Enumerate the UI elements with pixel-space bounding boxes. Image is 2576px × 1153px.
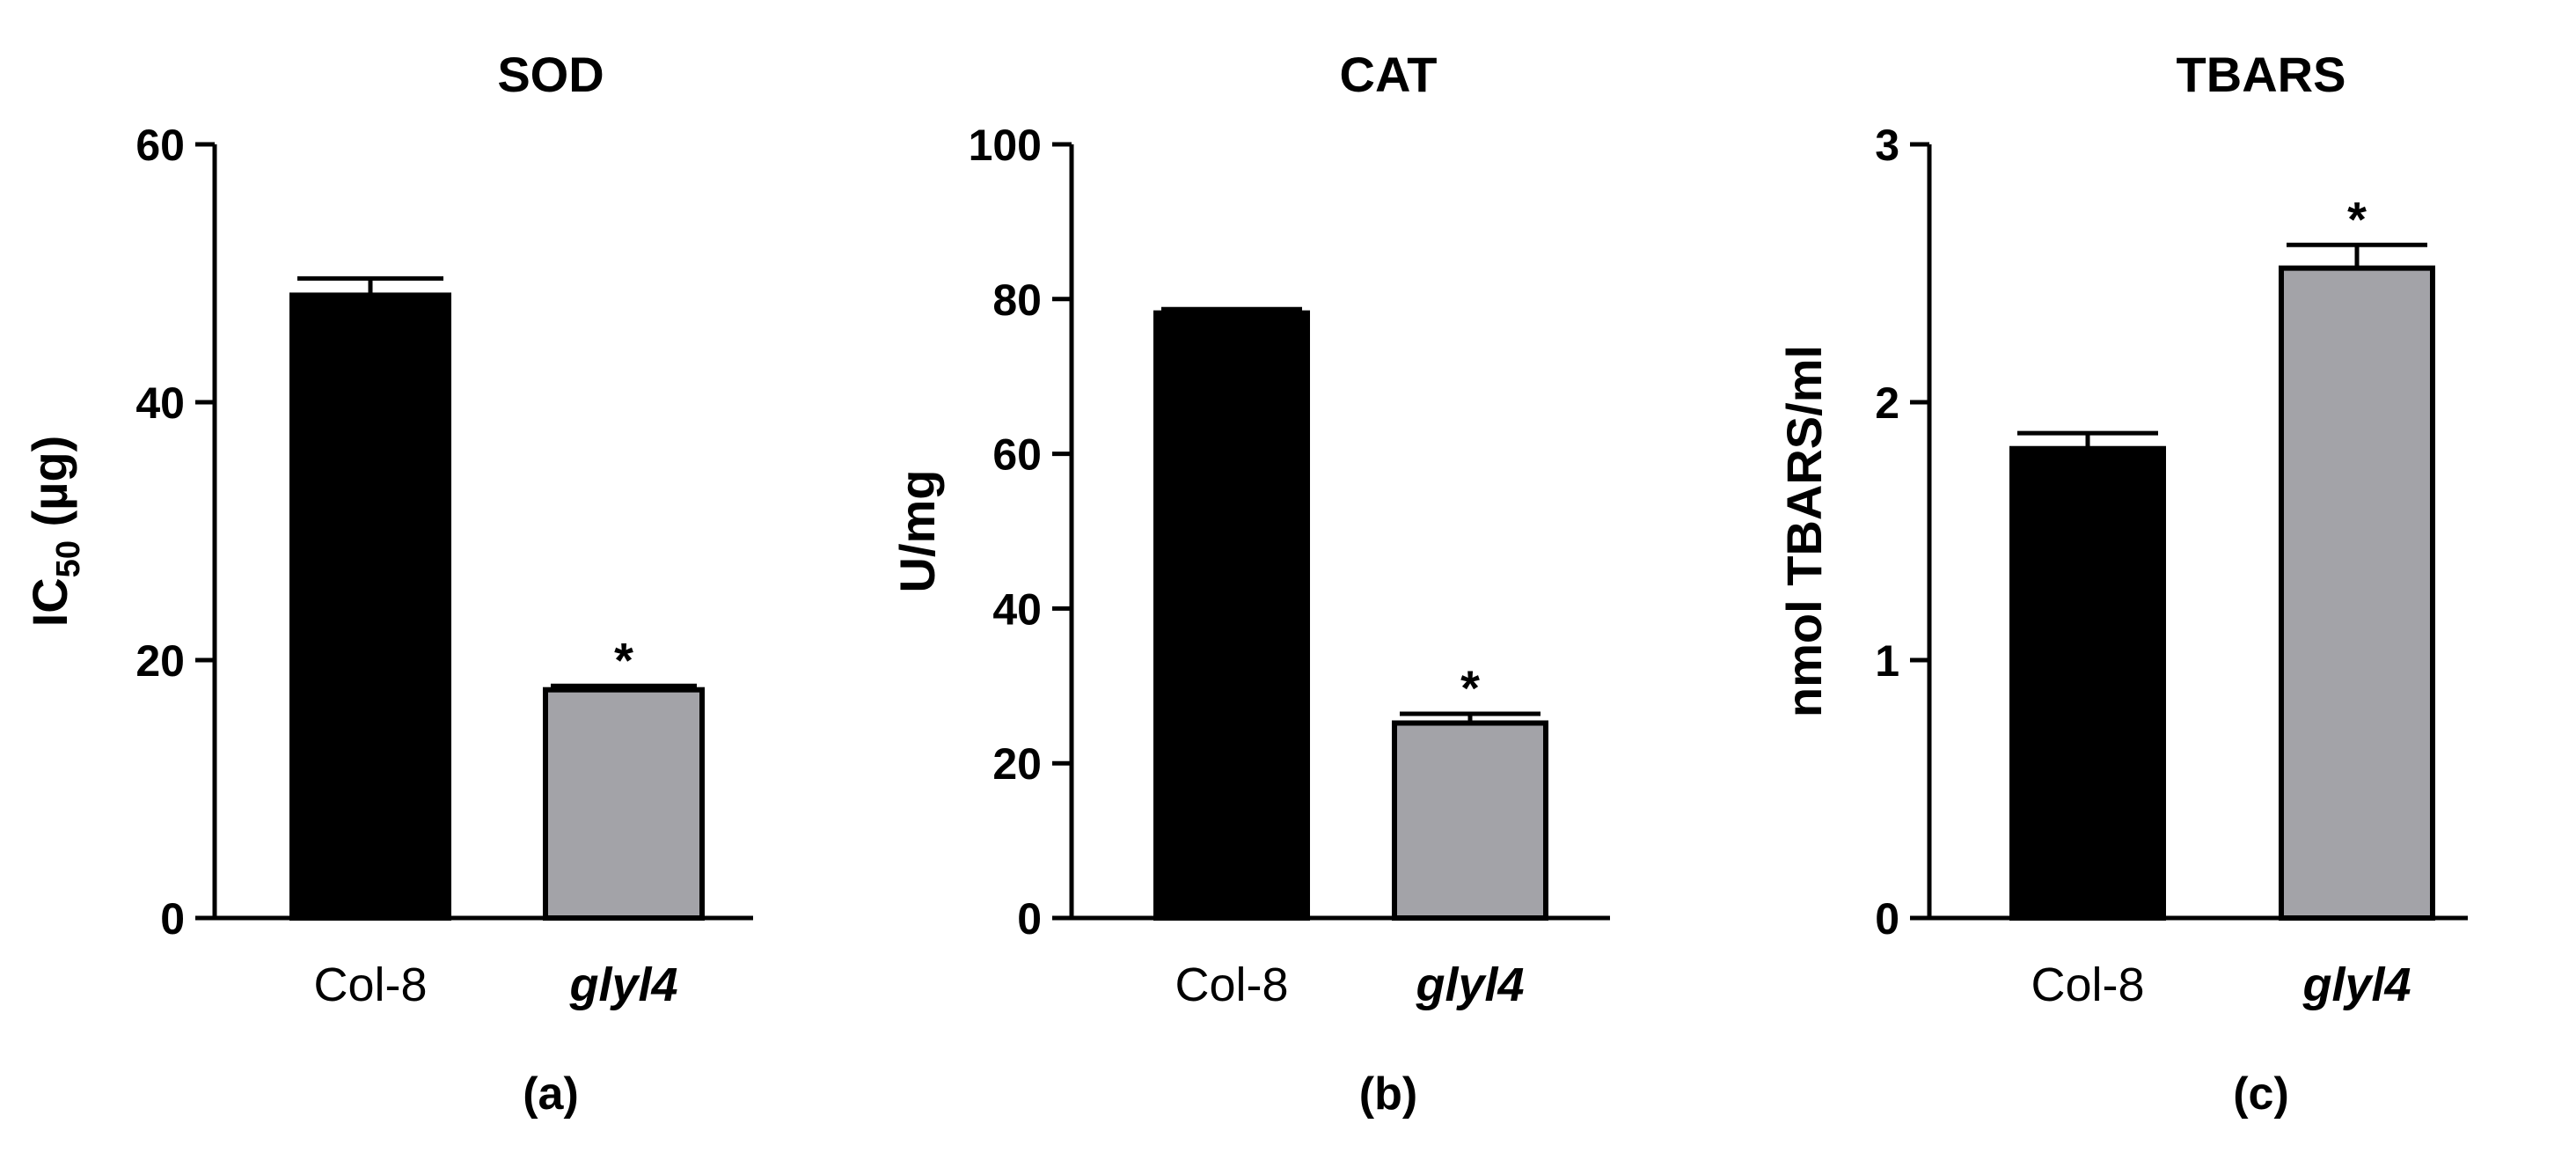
y-tick-label: 1 — [1875, 636, 1899, 686]
y-tick-label: 0 — [160, 894, 185, 944]
significance-marker: * — [2347, 191, 2367, 246]
y-tick-label: 0 — [1875, 894, 1899, 944]
panel-label: (a) — [523, 1069, 579, 1120]
chart-panel-2: CAT 0 20 40 60 80 100 U/mg Col-8 * glyl4 (b) — [889, 47, 1610, 1120]
y-tick-label: 40 — [992, 584, 1042, 634]
y-tick-label: 20 — [135, 636, 185, 686]
y-axis-label-main: IC — [22, 577, 77, 627]
bar-col-8 — [1153, 310, 1310, 921]
significance-marker: * — [614, 632, 633, 687]
x-category-label: Col-8 — [2031, 958, 2144, 1011]
bar-glyl4 — [543, 687, 705, 921]
y-axis-label-unit: (µg) — [22, 436, 77, 540]
x-category-label: Col-8 — [1175, 958, 1288, 1011]
y-axis-label: U/mg — [889, 470, 945, 593]
x-category-label: Col-8 — [313, 958, 427, 1011]
y-tick-label: 100 — [969, 121, 1042, 170]
y-tick-label: 60 — [135, 121, 185, 170]
chart-title: TBARS — [2177, 47, 2346, 102]
x-category-label: glyl4 — [1415, 958, 1524, 1011]
y-tick-label: 40 — [135, 378, 185, 428]
y-tick-label: 3 — [1875, 121, 1899, 170]
chart-panel-3: TBARS 0 1 2 3 nmol TBARS/ml Col-8 * glyl4 (c) — [1776, 47, 2468, 1120]
y-axis-label-subscript: 50 — [50, 540, 87, 577]
chart-panel-1: SOD 0 20 40 60 IC50 (µg) Col-8 * glyl4 (a) — [22, 47, 753, 1120]
y-axis-label: nmol TBARS/ml — [1776, 345, 1832, 717]
chart-title: CAT — [1340, 47, 1438, 102]
y-axis-label: IC50 (µg) — [22, 436, 87, 628]
y-tick-label: 60 — [992, 430, 1042, 480]
x-category-label: glyl4 — [2302, 958, 2411, 1011]
y-tick-label: 0 — [1017, 894, 1042, 944]
chart-title: SOD — [497, 47, 604, 102]
bar-glyl4 — [2279, 265, 2435, 921]
y-tick-label: 80 — [992, 275, 1042, 325]
bar-glyl4 — [1392, 720, 1548, 921]
significance-marker: * — [1460, 660, 1480, 716]
y-tick-label: 2 — [1875, 378, 1899, 428]
panel-label: (b) — [1359, 1069, 1417, 1120]
panel-label: (c) — [2233, 1069, 2289, 1120]
x-category-label: glyl4 — [568, 958, 677, 1011]
bar-col-8 — [2009, 445, 2166, 921]
bar-col-8 — [289, 292, 451, 921]
y-tick-label: 20 — [992, 739, 1042, 789]
